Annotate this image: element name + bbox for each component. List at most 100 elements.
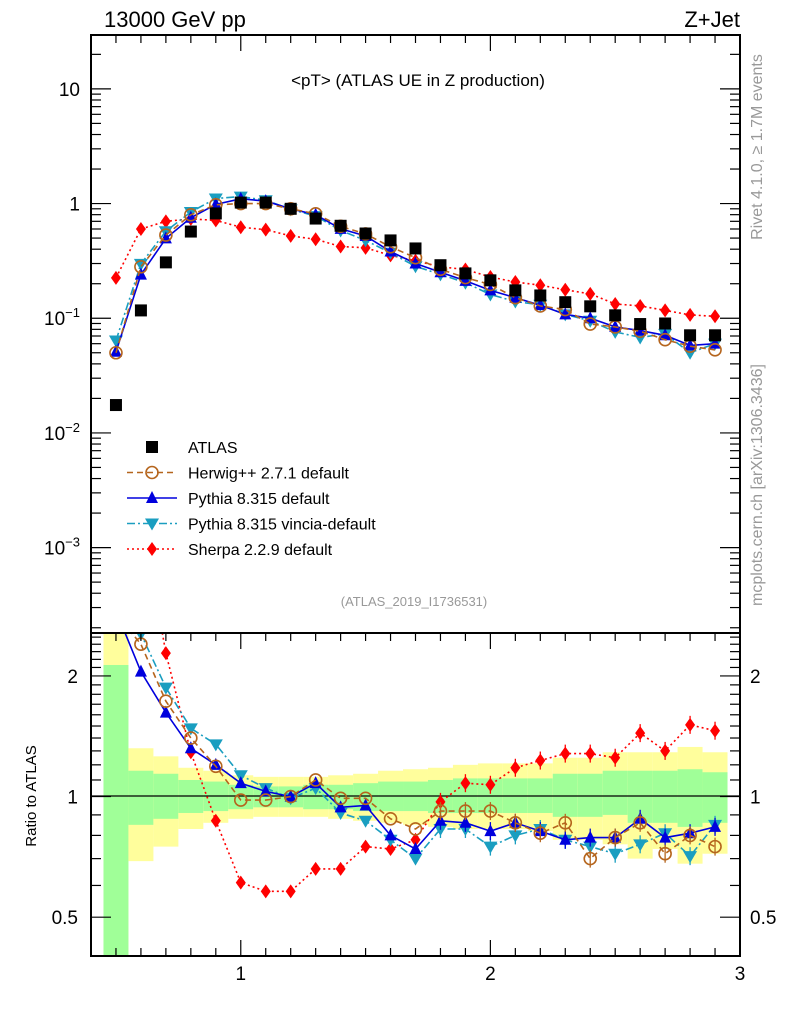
point-pythia-8-315-default — [409, 256, 422, 269]
y-tick-label-main: 10−2 — [44, 420, 80, 445]
point-sherpa-2-2-9-default — [535, 278, 546, 293]
y-tick-label-ratio-right: 0.5 — [750, 908, 776, 929]
y-tick-label-main: 10−1 — [44, 305, 80, 330]
rivet-version-label: Rivet 4.1.0, ≥ 1.7M events — [749, 54, 766, 240]
ratio-point-sherpa-2-2-9-default — [710, 723, 721, 738]
point-atlas — [184, 225, 197, 238]
ratio-point-herwig-2-7-1-default — [558, 816, 573, 830]
ratio-point-pythia-8-315-default — [659, 830, 672, 843]
point-herwig-2-7-1-default — [658, 332, 672, 347]
ratio-point-pythia-8-315-vincia-default — [208, 739, 223, 752]
ratio-point-herwig-2-7-1-default — [658, 846, 672, 861]
ratio-point-herwig-2-7-1-default — [358, 791, 373, 806]
point-sherpa-2-2-9-default — [685, 307, 696, 322]
legend-label-sherpa-2-2-9-default: Sherpa 2.2.9 default — [188, 542, 333, 559]
point-sherpa-2-2-9-default — [260, 222, 271, 237]
ratio-point-pythia-8-315-default — [484, 824, 497, 837]
point-atlas — [409, 242, 422, 255]
ratio-line-herwig-2-7-1-default — [130, 633, 716, 860]
legend-label-atlas: ATLAS — [188, 440, 238, 457]
ratio-point-pythia-8-315-default — [184, 741, 197, 754]
main-ticks: 10 1 10−1 10−2 10−3 — [44, 35, 740, 629]
ratio-point-pythia-8-315-vincia-default — [109, 566, 123, 578]
ratio-point-herwig-2-7-1-default — [408, 822, 423, 836]
point-atlas — [259, 196, 272, 209]
band-green — [552, 773, 578, 817]
point-atlas — [559, 296, 572, 309]
ratio-point-sherpa-2-2-9-default — [410, 832, 421, 847]
x-tick-label: 3 — [735, 964, 746, 985]
ratio-point-herwig-2-7-1-default — [458, 804, 473, 818]
point-sherpa-2-2-9-default — [110, 270, 121, 285]
ratio-point-herwig-2-7-1-default — [533, 826, 548, 841]
main-series-layer — [108, 191, 723, 412]
legend-label-herwig-2-7-1-default: Herwig++ 2.7.1 default — [188, 466, 350, 483]
ratio-point-pythia-8-315-vincia-default — [508, 830, 523, 843]
ratio-point-pythia-8-315-vincia-default — [358, 815, 373, 828]
ratio-point-pythia-8-315-default — [159, 705, 172, 718]
ratio-point-pythia-8-315-vincia-default — [433, 823, 448, 836]
point-sherpa-2-2-9-default — [610, 297, 621, 312]
point-atlas — [634, 318, 647, 331]
ratio-point-sherpa-2-2-9-default — [235, 875, 246, 890]
point-atlas — [709, 329, 722, 342]
legend: ATLAS Herwig++ 2.7.1 default Pythia 8.315 … — [127, 440, 376, 559]
ratio-point-herwig-2-7-1-default — [508, 816, 523, 830]
point-atlas — [434, 259, 447, 272]
ratio-point-pythia-8-315-default — [234, 776, 247, 789]
point-atlas — [134, 304, 147, 317]
point-pythia-8-315-default — [134, 267, 147, 280]
x-tick-label: 1 — [235, 964, 246, 985]
y-tick-label-main: 10−3 — [44, 535, 80, 560]
legend-marker-atlas — [146, 441, 158, 453]
ratio-point-herwig-2-7-1-default — [308, 773, 323, 787]
band-green — [128, 770, 154, 825]
ratio-point-herwig-2-7-1-default — [110, 608, 122, 620]
ratio-point-pythia-8-315-vincia-default — [183, 723, 198, 736]
y-tick-label-ratio: 0.5 — [52, 908, 78, 929]
mcplots-label: mcplots.cern.ch [arXiv:1306.3436] — [749, 364, 766, 606]
point-atlas — [159, 256, 172, 269]
y-tick-label-main: 1 — [69, 195, 80, 216]
band-green — [702, 772, 728, 823]
band-green — [602, 770, 628, 815]
ratio-point-sherpa-2-2-9-default — [585, 746, 596, 761]
ratio-point-pythia-8-315-default — [284, 789, 297, 802]
legend-marker-herwig-2-7-1-default — [145, 465, 159, 480]
point-pythia-8-315-default — [559, 307, 572, 320]
ratio-point-pythia-8-315-vincia-default — [583, 841, 598, 854]
point-sherpa-2-2-9-default — [335, 239, 346, 254]
ratio-point-herwig-2-7-1-default — [433, 804, 448, 818]
point-sherpa-2-2-9-default — [660, 303, 671, 318]
ratio-point-pythia-8-315-default — [209, 757, 222, 770]
x-tick-labels: 1 2 3 — [235, 964, 745, 985]
header-energy-label: 13000 GeV pp — [104, 7, 246, 32]
point-pythia-8-315-default — [609, 319, 622, 332]
point-pythia-8-315-default — [484, 283, 497, 296]
point-atlas — [359, 227, 372, 240]
ratio-point-sherpa-2-2-9-default — [136, 505, 146, 519]
ratio-ticks: 2 2 1 1 0.5 0.5 — [52, 633, 776, 957]
point-sherpa-2-2-9-default — [560, 282, 571, 297]
y-tick-label-ratio: 1 — [67, 788, 78, 809]
ratio-point-pythia-8-315-vincia-default — [158, 682, 173, 695]
band-green — [103, 664, 129, 956]
point-sherpa-2-2-9-default — [710, 309, 721, 324]
ratio-point-herwig-2-7-1-default — [209, 759, 223, 774]
ratio-point-herwig-2-7-1-default — [333, 791, 348, 806]
ratio-point-herwig-2-7-1-default — [383, 812, 398, 826]
point-pythia-8-315-default — [384, 244, 397, 257]
point-atlas — [459, 267, 472, 280]
point-herwig-2-7-1-default — [134, 259, 148, 274]
ratio-point-sherpa-2-2-9-default — [635, 726, 646, 741]
point-pythia-8-315-default — [534, 298, 547, 311]
ratio-point-pythia-8-315-default — [110, 604, 122, 616]
ratio-point-sherpa-2-2-9-default — [560, 746, 571, 761]
point-sherpa-2-2-9-default — [285, 228, 296, 243]
ratio-point-herwig-2-7-1-default — [483, 804, 498, 818]
analysis-id-label: (ATLAS_2019_I1736531) — [341, 594, 487, 609]
ratio-point-herwig-2-7-1-default — [283, 789, 298, 804]
point-atlas — [209, 207, 222, 220]
y-tick-label-main: 10 — [59, 80, 80, 101]
ratio-point-pythia-8-315-default — [334, 800, 347, 813]
